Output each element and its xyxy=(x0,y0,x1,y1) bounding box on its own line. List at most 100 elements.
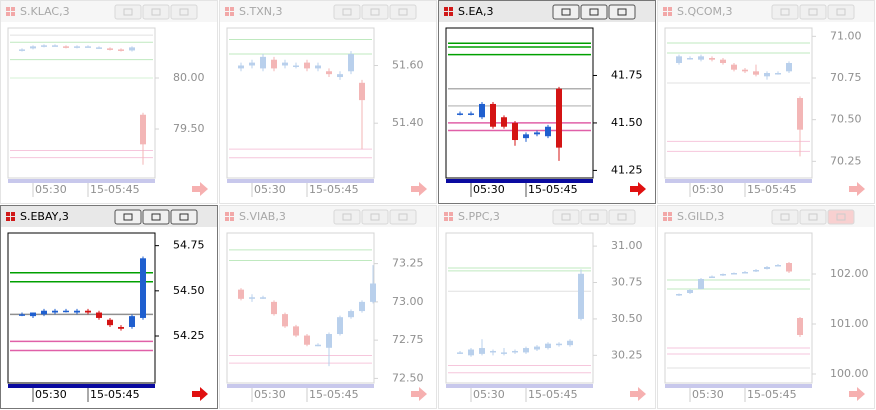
window-title: S.TXN,3 xyxy=(239,5,282,18)
candle-body xyxy=(107,319,113,326)
candle-body xyxy=(337,74,343,78)
button-glyph xyxy=(780,8,790,16)
maximize-button[interactable] xyxy=(361,4,389,20)
candle-body xyxy=(567,340,573,346)
scroll-arrow[interactable] xyxy=(630,387,646,401)
candle-body xyxy=(457,352,463,354)
candle-body xyxy=(775,73,781,75)
candle-body xyxy=(304,62,310,69)
minimize-button[interactable] xyxy=(333,209,361,225)
close-button[interactable] xyxy=(170,4,198,20)
button-face xyxy=(771,209,799,225)
candle-body xyxy=(764,73,770,77)
candle-body xyxy=(687,58,693,60)
scroll-arrow[interactable] xyxy=(630,182,646,196)
time-bar xyxy=(446,384,593,388)
button-glyph xyxy=(617,8,627,16)
candle-body xyxy=(786,263,792,272)
close-button[interactable] xyxy=(389,4,417,20)
scroll-arrow[interactable] xyxy=(849,182,865,196)
minimize-button[interactable] xyxy=(771,4,799,20)
y-tick-label: 30.50 xyxy=(611,312,643,325)
candle-body xyxy=(271,59,277,69)
candle-body xyxy=(293,65,299,67)
icon-cell xyxy=(6,217,10,221)
candle-body xyxy=(501,352,507,354)
icon-cell xyxy=(449,217,453,221)
chart-window: S.QCOM,3 71.00 70.75 70.50 70.25 05:30 15-05:4… xyxy=(657,0,875,204)
button-glyph xyxy=(342,8,352,16)
candle-body xyxy=(63,310,69,313)
scroll-arrow[interactable] xyxy=(192,387,208,401)
candle-body xyxy=(490,103,496,127)
button-face xyxy=(552,209,580,225)
plot-area xyxy=(664,27,813,179)
button-glyph xyxy=(836,213,846,221)
candle-body xyxy=(359,82,365,101)
button-glyph xyxy=(398,213,408,221)
close-button[interactable] xyxy=(170,209,198,225)
chart-window: S.PPC,3 31.00 30.75 30.50 30.25 05:30 15-05:45 xyxy=(438,205,656,409)
candle-body xyxy=(523,134,529,139)
x-label: 05:30 xyxy=(473,183,505,196)
close-button[interactable] xyxy=(827,209,855,225)
y-tick-label: 100.00 xyxy=(830,367,869,380)
window-icon xyxy=(444,212,453,221)
candle-body xyxy=(260,56,266,69)
minimize-button[interactable] xyxy=(114,4,142,20)
chart-window: S.TXN,3 51.60 51.40 05:30 15-05:45 xyxy=(219,0,437,204)
icon-cell xyxy=(230,12,234,16)
y-tick-label: 70.50 xyxy=(830,113,862,126)
maximize-button[interactable] xyxy=(361,209,389,225)
plot-area xyxy=(445,232,594,384)
y-tick-label: 41.50 xyxy=(611,116,643,129)
button-glyph xyxy=(123,8,133,16)
scroll-arrow[interactable] xyxy=(849,387,865,401)
candle-body xyxy=(742,69,748,72)
minimize-button[interactable] xyxy=(771,209,799,225)
minimize-button[interactable] xyxy=(552,4,580,20)
scroll-arrow[interactable] xyxy=(411,387,427,401)
candle-body xyxy=(19,49,25,51)
button-face xyxy=(389,4,417,20)
window-title: S.GILD,3 xyxy=(677,210,724,223)
minimize-button[interactable] xyxy=(333,4,361,20)
maximize-button[interactable] xyxy=(580,4,608,20)
y-tick-label: 54.25 xyxy=(173,329,205,342)
button-face xyxy=(799,4,827,20)
minimize-button[interactable] xyxy=(114,209,142,225)
y-tick-label: 79.50 xyxy=(173,122,205,135)
button-glyph xyxy=(808,8,818,16)
close-button[interactable] xyxy=(608,209,636,225)
close-button[interactable] xyxy=(827,4,855,20)
candle-body xyxy=(74,46,80,48)
maximize-button[interactable] xyxy=(799,4,827,20)
candle-body xyxy=(74,310,80,313)
maximize-button[interactable] xyxy=(799,209,827,225)
button-glyph xyxy=(179,213,189,221)
minimize-button[interactable] xyxy=(552,209,580,225)
time-bar xyxy=(8,179,155,183)
window-icon xyxy=(663,212,672,221)
candle-body xyxy=(293,326,299,336)
candle-body xyxy=(720,274,726,276)
button-face xyxy=(170,4,198,20)
maximize-button[interactable] xyxy=(142,209,170,225)
maximize-button[interactable] xyxy=(142,4,170,20)
close-button[interactable] xyxy=(389,209,417,225)
candle-body xyxy=(129,316,135,327)
button-face xyxy=(142,4,170,20)
close-button[interactable] xyxy=(608,4,636,20)
candle-body xyxy=(52,45,58,47)
button-face xyxy=(799,209,827,225)
maximize-button[interactable] xyxy=(580,209,608,225)
y-tick-label: 72.50 xyxy=(392,371,424,384)
time-bar xyxy=(227,179,374,183)
candle-body xyxy=(304,335,310,345)
plot-area xyxy=(664,232,813,384)
scroll-arrow[interactable] xyxy=(411,182,427,196)
candle-body xyxy=(370,283,376,302)
window-icon xyxy=(6,7,15,16)
scroll-arrow[interactable] xyxy=(192,182,208,196)
x-label: 15-05:45 xyxy=(90,183,140,196)
